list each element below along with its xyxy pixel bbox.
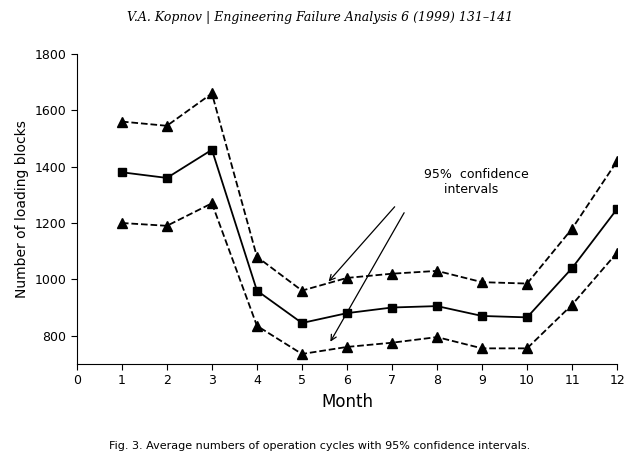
- Text: Fig. 3. Average numbers of operation cycles with 95% confidence intervals.: Fig. 3. Average numbers of operation cyc…: [109, 441, 531, 451]
- Text: 95%  confidence
     intervals: 95% confidence intervals: [424, 168, 528, 196]
- X-axis label: Month: Month: [321, 393, 373, 411]
- Text: V.A. Kopnov | Engineering Failure Analysis 6 (1999) 131–141: V.A. Kopnov | Engineering Failure Analys…: [127, 11, 513, 24]
- Y-axis label: Number of loading blocks: Number of loading blocks: [15, 120, 29, 298]
